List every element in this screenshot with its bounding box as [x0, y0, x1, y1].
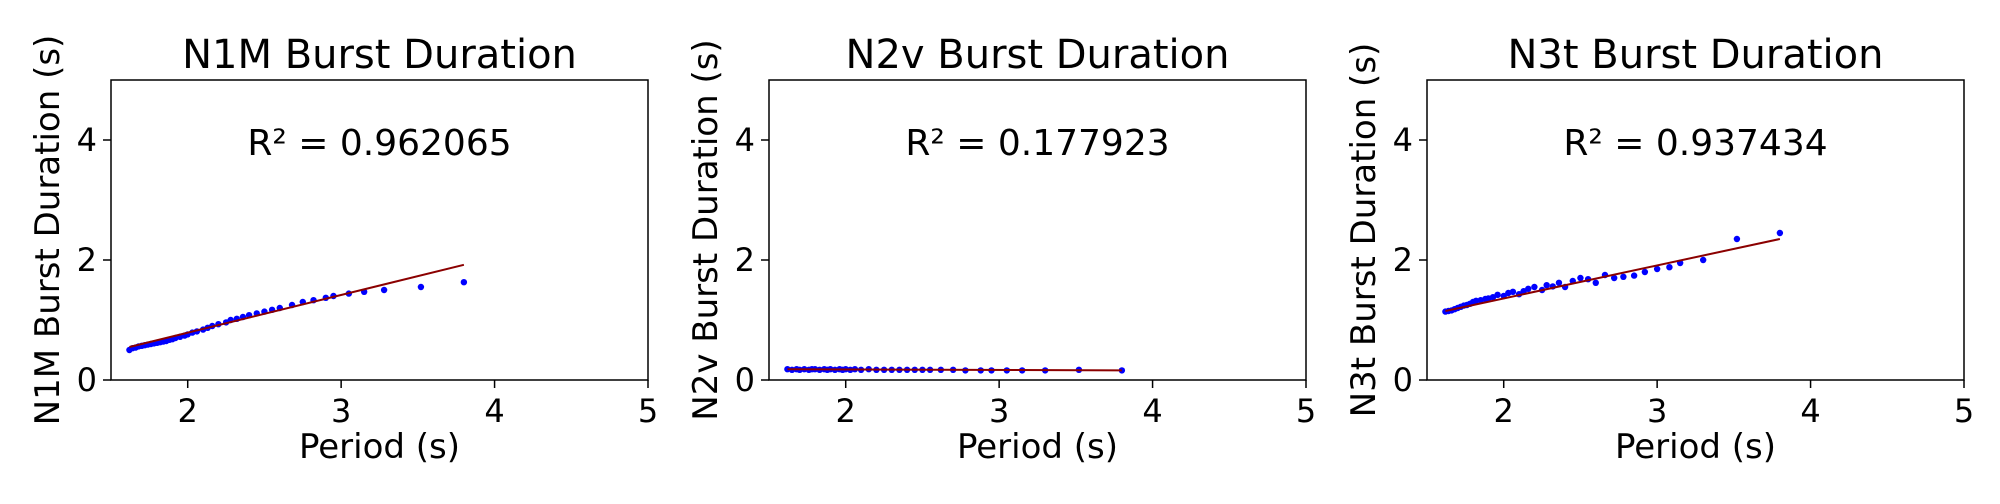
x-tick-label: 5: [1954, 392, 1974, 430]
chart-3: 2 3 4 5 0 2 4 N3t Burst Duration Period (s) N3t B…: [1344, 32, 1974, 467]
x-tick-label: 4: [484, 392, 504, 430]
data-point: [1555, 279, 1563, 286]
x-axis-label: Period (s): [1615, 427, 1776, 467]
data-point: [1577, 274, 1584, 282]
chart-title: N3t Burst Duration: [1508, 32, 1884, 78]
data-point: [1630, 272, 1638, 279]
x-tick-label: 5: [638, 392, 658, 430]
y-tick-label: 4: [1393, 121, 1413, 159]
fit-line: [1445, 238, 1781, 312]
data-point: [1509, 288, 1517, 295]
y-axis-label: N2v Burst Duration (s): [686, 39, 726, 420]
chart-1: 2 3 4 5 0 2 4 N1M Burst Duration Period (s) N1M B…: [28, 32, 658, 467]
y-axis-label: N3t Burst Duration (s): [1344, 43, 1384, 418]
x-axis-label: Period (s): [957, 427, 1118, 467]
y-tick-label: 2: [735, 241, 755, 279]
y-tick-label: 0: [77, 361, 97, 399]
y-tick-label: 4: [735, 121, 755, 159]
x-tick-label: 3: [1647, 392, 1667, 430]
x-tick-label: 4: [1800, 392, 1820, 430]
data-point: [1525, 285, 1532, 292]
chart-title: N1M Burst Duration: [182, 32, 577, 78]
data-point: [1666, 264, 1673, 271]
chart-2: 2 3 4 5 0 2 4 N2v Burst Duration Period (s) N2v B…: [686, 32, 1316, 467]
r-squared-annotation: R² = 0.937434: [1563, 123, 1827, 164]
fit-line: [129, 263, 465, 348]
r-squared-annotation: R² = 0.177923: [905, 123, 1169, 164]
x-tick-label: 2: [836, 392, 856, 430]
x-tick-label: 5: [1296, 392, 1316, 430]
data-point: [1494, 291, 1501, 298]
data-point: [1543, 282, 1550, 289]
y-tick-label: 2: [77, 241, 97, 279]
data-point: [417, 283, 425, 291]
data-point: [1641, 268, 1649, 276]
data-point: [1531, 283, 1538, 291]
data-point: [1776, 229, 1784, 237]
chart-title: N2v Burst Duration: [846, 32, 1230, 78]
data-point: [1620, 273, 1627, 280]
x-tick-label: 3: [989, 392, 1009, 430]
plot-frame: [1426, 79, 1965, 381]
data-point: [1733, 235, 1741, 243]
x-axis-label: Period (s): [299, 427, 460, 467]
x-tick-label: 4: [1142, 392, 1162, 430]
plot-frame: [110, 79, 649, 381]
data-point: [380, 286, 388, 294]
x-tick-label: 3: [331, 392, 351, 430]
data-point: [1699, 256, 1707, 264]
r-squared-annotation: R² = 0.962065: [247, 123, 511, 164]
y-tick-label: 2: [1393, 241, 1413, 279]
y-tick-label: 0: [1393, 361, 1413, 399]
data-point: [1592, 279, 1599, 286]
y-axis-label: N1M Burst Duration (s): [28, 35, 68, 426]
data-point: [1610, 274, 1618, 282]
data-point: [1653, 265, 1661, 273]
plot-frame: [768, 79, 1307, 381]
x-tick-label: 2: [178, 392, 198, 430]
y-tick-label: 4: [77, 121, 97, 159]
fit-line: [787, 368, 1122, 372]
x-tick-label: 2: [1494, 392, 1514, 430]
data-point: [460, 279, 468, 286]
y-tick-label: 0: [735, 361, 755, 399]
